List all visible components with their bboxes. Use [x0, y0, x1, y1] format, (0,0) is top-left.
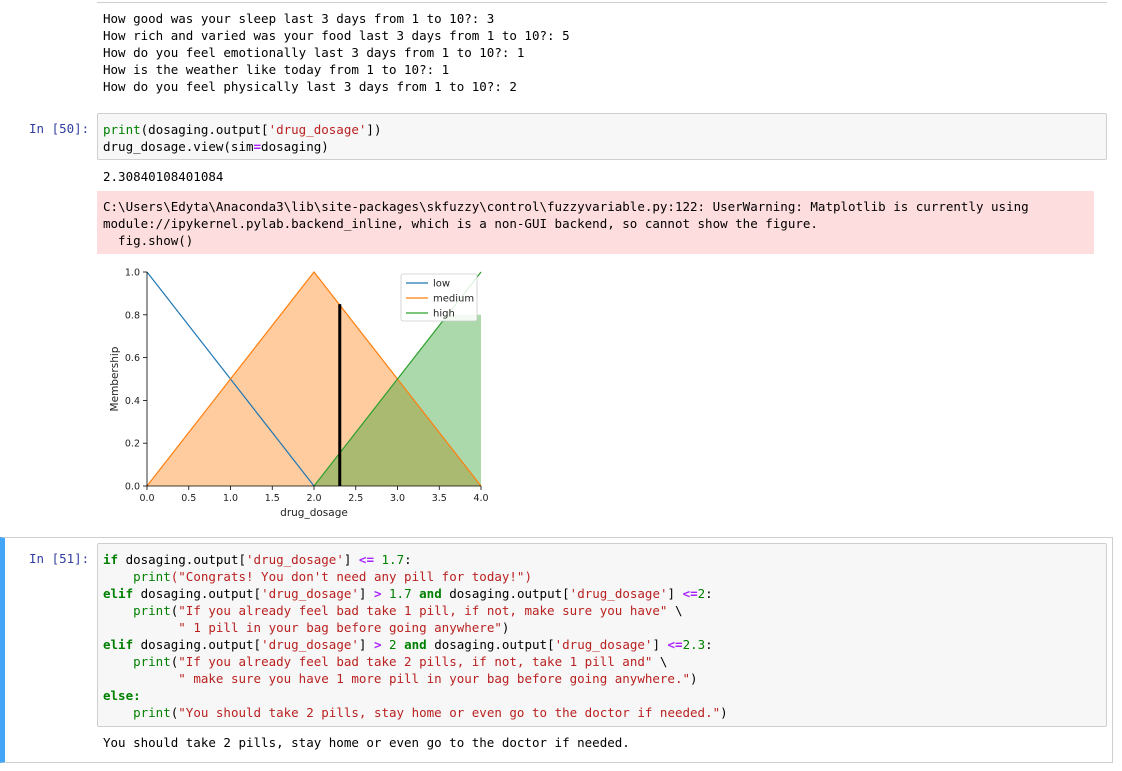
output-line: How is the weather like today from 1 to …	[103, 62, 450, 77]
code-token: print	[103, 122, 141, 137]
x-tick-label: 0.5	[181, 493, 196, 504]
output-line: How rich and varied was your food last 3…	[103, 28, 570, 43]
legend-box	[400, 273, 478, 322]
cell-51-prompt: In [51]:	[29, 551, 90, 566]
membership-fill-1	[314, 314, 481, 486]
cell-51-result: You should take 2 pills, stay home or ev…	[103, 735, 630, 750]
previous-cell-border	[97, 0, 1107, 3]
code-line: " make sure you have 1 more pill in your…	[178, 671, 698, 686]
x-tick-label: 3.5	[432, 493, 447, 504]
y-tick-label: 1.0	[125, 268, 140, 279]
y-tick-label: 0.4	[125, 396, 140, 407]
stderr-line: fig.show()	[103, 233, 194, 248]
code-line: print("You should take 2 pills, stay hom…	[133, 705, 728, 720]
code-token: dosaging)	[261, 139, 329, 154]
stderr-line: C:\Users\Edyta\Anaconda3\lib\site-packag…	[103, 199, 1029, 214]
y-tick-label: 0.8	[125, 310, 140, 321]
code-line: print("If you already feel bad take 1 pi…	[133, 603, 683, 618]
y-tick-label: 0.0	[125, 482, 140, 493]
cell-50-code-input[interactable]	[97, 113, 1107, 160]
x-tick-label: 1.0	[223, 493, 238, 504]
cell-51-code-input[interactable]	[97, 543, 1107, 727]
code-line: print("Congrats! You don't need any pill…	[133, 569, 532, 584]
y-axis-label: Membership	[109, 346, 121, 411]
code-token: =	[253, 139, 262, 154]
cell-50-code-line-1: print(dosaging.output['drug_dosage'])	[103, 121, 381, 138]
output-line: How do you feel physically last 3 days f…	[103, 79, 517, 94]
membership-fill-0	[147, 272, 481, 486]
x-tick-label: 0.0	[139, 493, 154, 504]
legend-label-high: high	[433, 309, 455, 320]
stderr-line: module://ipykernel.pylab.backend_inline,…	[103, 216, 818, 231]
legend-label-medium: medium	[433, 294, 474, 305]
cell-50-result: 2.30840108401084	[103, 169, 224, 184]
membership-chart: 0.0 0.5 1.0 1.5 2.0 2.5 3.0 3.5 4.0 0.0 0.2 0.4 0.6 0…	[109, 268, 489, 520]
x-tick-label: 1.5	[265, 493, 280, 504]
code-token: drug_dosage.view(sim	[103, 139, 254, 154]
code-token: 'drug_dosage'	[268, 122, 367, 137]
selected-cell-indicator	[0, 537, 1113, 763]
output-line: How good was your sleep last 3 days from…	[103, 11, 495, 26]
output-line: How do you feel emotionally last 3 days …	[103, 45, 525, 60]
cell-50-prompt: In [50]:	[29, 121, 90, 136]
stderr-output: C:\Users\Edyta\Anaconda3\lib\site-packag…	[97, 191, 1094, 254]
code-line: else:	[103, 688, 141, 703]
series-line-medium	[146, 271, 482, 487]
legend-label-low: low	[433, 279, 450, 290]
x-tick-label: 4.0	[473, 493, 488, 504]
code-line: elif dosaging.output['drug_dosage'] > 1.…	[103, 586, 713, 601]
code-token: (dosaging.output[	[140, 122, 269, 137]
code-line: if dosaging.output['drug_dosage'] <= 1.7…	[103, 552, 412, 567]
x-axis-label: drug_dosage	[280, 507, 348, 519]
y-tick-label: 0.6	[125, 353, 140, 364]
cell-50-code-line-2: drug_dosage.view(sim=dosaging)	[103, 138, 329, 155]
x-tick-label: 2.0	[306, 493, 321, 504]
y-tick-label: 0.2	[125, 439, 140, 450]
x-tick-label: 3.0	[390, 493, 405, 504]
code-line: " 1 pill in your bag before going anywhe…	[178, 620, 510, 635]
x-tick-label: 2.5	[348, 493, 363, 504]
code-line: print("If you already feel bad take 2 pi…	[133, 654, 668, 669]
code-line: elif dosaging.output['drug_dosage'] > 2 …	[103, 637, 713, 652]
code-token: ])	[366, 122, 382, 137]
